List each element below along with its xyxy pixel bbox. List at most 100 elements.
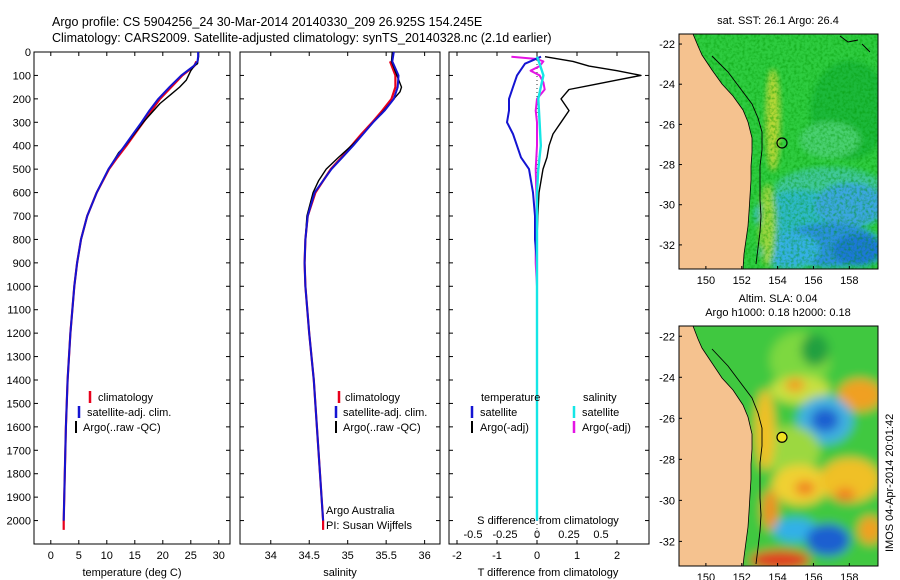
s-difference-axis: -0.5 -0.25 0 0.25 0.5 xyxy=(464,529,609,541)
y-tick-label: 0 xyxy=(25,47,31,59)
s-difference-label: S difference from climatology xyxy=(477,515,619,527)
sla-map: Altim. SLA: 0.04 Argo h1000: 0.18 h2000:… xyxy=(659,293,879,580)
map-x-tick-label: 158 xyxy=(840,572,858,580)
map-x-tick-label: 154 xyxy=(768,275,786,287)
y-tick-label: 100 xyxy=(13,70,31,82)
satellite-line xyxy=(303,51,400,521)
sal-satellite-diff-line xyxy=(535,56,545,521)
x-tick-label: 15 xyxy=(129,550,141,562)
x-tick-label: 25 xyxy=(185,550,197,562)
temperature-legend: climatology satellite-adj. clim. Argo(..… xyxy=(75,391,171,434)
y-tick-label: 1600 xyxy=(7,422,31,434)
y-tick-label: 1000 xyxy=(7,281,31,293)
x-tick-label: 0 xyxy=(534,550,540,562)
salinity-legend: climatology satellite-adj. clim. Argo(..… xyxy=(334,391,427,434)
map-y-tick-label: -24 xyxy=(659,79,675,91)
y-tick-label: 700 xyxy=(13,211,31,223)
legend-temp-argo: Argo(-adj) xyxy=(480,422,529,434)
sst-map-frame xyxy=(678,33,879,270)
figure-title-line2: Climatology: CARS2009. Satellite-adjuste… xyxy=(52,31,552,45)
sla-map-ticks: 150 152 154 156 158 -22 -24 -26 -28 -30 -32 xyxy=(659,331,858,580)
credit-line2: PI: Susan Wijffels xyxy=(326,520,412,532)
sla-map-title1: Altim. SLA: 0.04 xyxy=(739,293,818,305)
difference-panel: -2 -1 0 1 2 -0.5 -0.25 0 0.25 0.5 S difference f… xyxy=(448,51,650,579)
x-tick-label: 35.5 xyxy=(375,550,396,562)
s-tick-label: -0.25 xyxy=(492,529,517,541)
map-y-tick-label: -22 xyxy=(659,331,675,343)
s-tick-label: 0.25 xyxy=(558,529,579,541)
y-tick-label: 900 xyxy=(13,258,31,270)
depth-contour xyxy=(711,35,871,265)
y-tick-label: 1800 xyxy=(7,469,31,481)
temperature-legend-satellite: satellite-adj. clim. xyxy=(87,407,171,419)
map-x-tick-label: 154 xyxy=(768,572,786,580)
x-tick-label: 35 xyxy=(342,550,354,562)
salinity-legend-climatology: climatology xyxy=(345,392,401,404)
difference-series xyxy=(506,52,642,544)
argo-location-marker xyxy=(776,137,788,149)
y-tick-label: 1300 xyxy=(7,352,31,364)
salinity-axis: 34 34.5 35 35.5 36 xyxy=(265,52,431,562)
y-tick-label: 800 xyxy=(13,234,31,246)
map-x-tick-label: 150 xyxy=(697,572,715,580)
map-x-tick-label: 150 xyxy=(697,275,715,287)
s-tick-label: 0 xyxy=(534,529,540,541)
difference-depth-ticks xyxy=(449,51,649,522)
map-y-tick-label: -30 xyxy=(659,200,675,212)
y-tick-label: 1200 xyxy=(7,328,31,340)
map-y-tick-label: -26 xyxy=(659,413,675,425)
map-x-tick-label: 156 xyxy=(804,572,822,580)
map-x-tick-label: 156 xyxy=(804,275,822,287)
temperature-series xyxy=(62,52,200,530)
temperature-axis: 0 5 10 15 20 25 30 xyxy=(48,52,225,562)
temperature-panel: 0100200300400500600700800900100011001200… xyxy=(7,47,231,579)
salinity-axes-box xyxy=(239,51,441,545)
legend-temp-satellite: satellite xyxy=(480,407,517,419)
sst-map-title: sat. SST: 26.1 Argo: 26.4 xyxy=(717,15,839,27)
x-tick-label: 36 xyxy=(418,550,430,562)
map-x-tick-label: 152 xyxy=(733,275,751,287)
difference-legend: temperature satellite Argo(-adj) salinit… xyxy=(470,392,631,434)
imos-timestamp: IMOS 04-Apr-2014 20:01:42 xyxy=(884,414,896,552)
s-tick-label: -0.5 xyxy=(464,529,483,541)
figure-title-line1: Argo profile: CS 5904256_24 30-Mar-2014 … xyxy=(52,15,482,29)
y-tick-label: 1100 xyxy=(7,305,31,317)
map-y-tick-label: -32 xyxy=(659,240,675,252)
argo-location-marker xyxy=(776,431,788,443)
y-tick-label: 1400 xyxy=(7,375,31,387)
y-tick-label: 1500 xyxy=(7,398,31,410)
salinity-xlabel: salinity xyxy=(323,567,357,579)
x-tick-label: 0 xyxy=(48,550,54,562)
map-y-tick-label: -28 xyxy=(659,160,675,172)
x-tick-label: 1 xyxy=(574,550,580,562)
y-tick-label: 1700 xyxy=(7,445,31,457)
sla-map-frame xyxy=(678,325,879,567)
x-tick-label: 2 xyxy=(614,550,620,562)
x-tick-label: -2 xyxy=(452,550,462,562)
temperature-legend-climatology: climatology xyxy=(98,392,154,404)
y-tick-label: 2000 xyxy=(7,516,31,528)
y-tick-label: 200 xyxy=(13,94,31,106)
t-difference-xlabel: T difference from climatology xyxy=(478,567,619,579)
y-tick-label: 600 xyxy=(13,188,31,200)
legend-sal-satellite: satellite xyxy=(582,407,619,419)
x-tick-label: -1 xyxy=(492,550,502,562)
x-tick-label: 34 xyxy=(265,550,277,562)
x-tick-label: 30 xyxy=(213,550,225,562)
australia-coast xyxy=(679,326,753,566)
sst-map-ticks: 150 152 154 156 158 -22 -24 -26 -28 -30 -32 xyxy=(659,39,858,287)
legend-salinity-title: salinity xyxy=(583,392,617,404)
x-tick-label: 5 xyxy=(76,550,82,562)
australia-coast xyxy=(679,34,753,269)
temperature-axes-box xyxy=(33,51,231,545)
salinity-legend-argo: Argo(..raw -QC) xyxy=(343,422,421,434)
x-tick-label: 34.5 xyxy=(299,550,320,562)
temperature-xlabel: temperature (deg C) xyxy=(82,567,181,579)
legend-sal-argo: Argo(-adj) xyxy=(582,422,631,434)
y-tick-label: 400 xyxy=(13,141,31,153)
map-x-tick-label: 158 xyxy=(840,275,858,287)
credit-line1: Argo Australia xyxy=(326,505,395,517)
temperature-legend-argo: Argo(..raw -QC) xyxy=(83,422,161,434)
satellite-line xyxy=(62,52,200,521)
